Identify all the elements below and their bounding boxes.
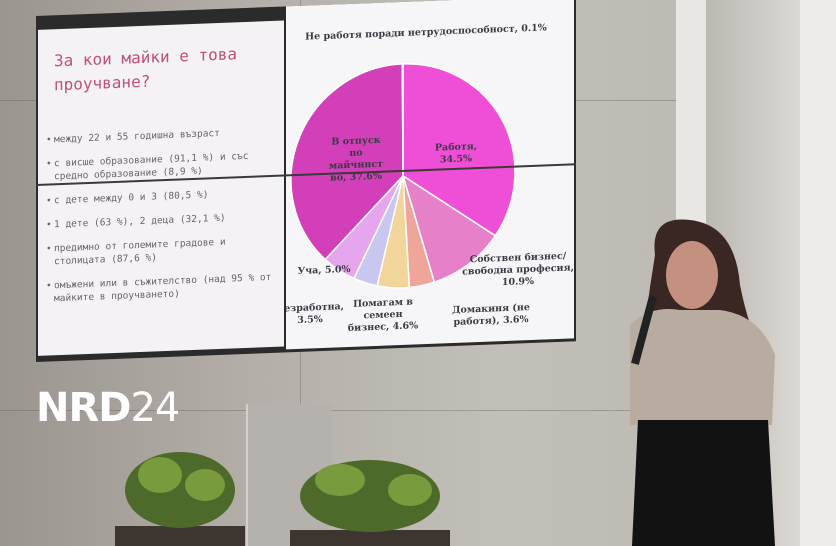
presenter xyxy=(630,219,775,546)
right-wall xyxy=(800,0,836,546)
label-top: Не работя поради нетрудоспособност, 0.1% xyxy=(305,22,547,42)
slide-text-panel: За кои майки е това проучване? между 22 … xyxy=(38,20,284,356)
pie-slice-6 xyxy=(290,63,404,261)
pie-slice-1 xyxy=(401,174,497,284)
pie-chart: Не работя поради нетрудоспособност, 0.1%… xyxy=(286,22,574,334)
bullet-item: омъжени или в съжителство (над 95 % от м… xyxy=(46,271,282,306)
label-own-business: Собствен бизнес/свободна професия,10.9% xyxy=(462,250,574,289)
pie-slice-0 xyxy=(402,63,516,237)
label-leave: В отпускпомайчинство, 37.6% xyxy=(329,135,383,184)
bullet-list: между 22 и 55 годишна възраст с висше об… xyxy=(46,125,282,317)
presentation-screen: За кои майки е това проучване? между 22 … xyxy=(36,0,576,363)
slide-title: За кои майки е това проучване? xyxy=(54,44,238,95)
bullet-item: предимно от големите градове и столицата… xyxy=(46,234,282,269)
label-work: Работя,34.5% xyxy=(435,141,477,166)
bullet-item: между 22 и 55 годишна възраст xyxy=(46,125,282,147)
wall-seam xyxy=(0,410,676,411)
bullet-item: с дете между 0 и 3 (80,5 %) xyxy=(46,186,282,208)
nrd24-logo: NRD24 xyxy=(36,385,180,431)
label-study: Уча, 5.0% xyxy=(298,264,351,277)
slide-chart-panel: Не работя поради нетрудоспособност, 0.1%… xyxy=(286,0,574,350)
plants xyxy=(115,452,450,546)
label-housewife: Домакиня (неработя), 3.6% xyxy=(452,302,530,328)
label-unemployed: Безработна,3.5% xyxy=(286,301,344,327)
label-family-business: Помагам всемеенбизнес, 4.6% xyxy=(348,296,418,334)
bullet-item: 1 дете (63 %), 2 деца (32,1 %) xyxy=(46,210,282,232)
pie-slice-7 xyxy=(401,63,404,176)
